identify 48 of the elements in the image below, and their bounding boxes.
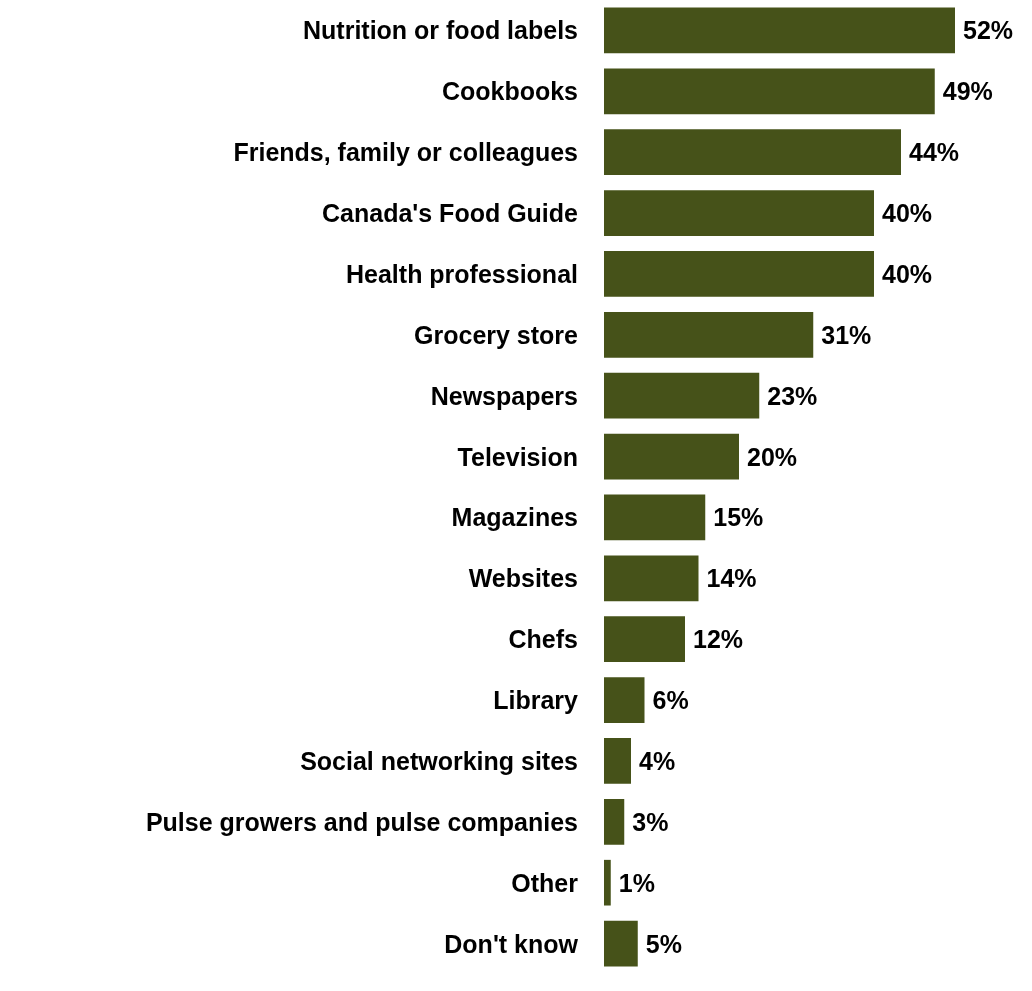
y-tick-label: Social networking sites [300, 746, 578, 775]
data-label: 1% [618, 868, 655, 897]
data-label: 52% [963, 16, 1014, 45]
y-tick-label: Nutrition or food labels [303, 16, 578, 45]
data-label: 5% [645, 929, 682, 958]
bar [604, 129, 901, 176]
y-tick-label: Chefs [508, 625, 578, 654]
data-label: 40% [882, 199, 933, 228]
bar [604, 494, 706, 541]
y-tick-label: Other [511, 868, 579, 897]
bar [604, 433, 739, 480]
bar [604, 859, 611, 906]
y-tick-label: Pulse growers and pulse companies [145, 807, 578, 836]
data-label: 44% [909, 138, 960, 167]
bar [604, 920, 638, 967]
y-tick-label: Websites [468, 564, 578, 593]
data-label: 23% [767, 381, 818, 410]
bar [604, 251, 874, 297]
data-label: 3% [632, 807, 669, 836]
bar [604, 738, 631, 784]
y-tick-label: Canada's Food Guide [322, 199, 579, 228]
data-label: 6% [652, 686, 689, 715]
y-tick-label: Television [457, 442, 578, 471]
y-tick-label: Magazines [451, 503, 578, 532]
y-tick-label: Newspapers [430, 381, 578, 410]
data-label: 14% [706, 564, 757, 593]
y-tick-label: Grocery store [414, 320, 579, 349]
y-tick-label: Don't know [444, 929, 579, 958]
bar [604, 798, 625, 845]
y-tick-label: Health professional [346, 259, 578, 288]
data-label: 15% [713, 503, 764, 532]
bar [604, 311, 814, 358]
bar [604, 68, 935, 115]
y-tick-label: Friends, family or colleagues [233, 138, 578, 167]
data-label: 12% [693, 625, 744, 654]
data-label: 31% [821, 320, 872, 349]
data-label: 20% [747, 442, 798, 471]
data-label: 4% [639, 746, 676, 775]
bar [604, 616, 685, 663]
bar [604, 372, 760, 419]
y-tick-label: Cookbooks [441, 77, 578, 106]
data-label: 49% [942, 77, 993, 106]
bar [604, 190, 874, 236]
y-tick-label: Library [493, 686, 579, 715]
bar [604, 7, 955, 54]
bar [604, 677, 645, 723]
bar [604, 555, 699, 602]
data-label: 40% [882, 259, 933, 288]
